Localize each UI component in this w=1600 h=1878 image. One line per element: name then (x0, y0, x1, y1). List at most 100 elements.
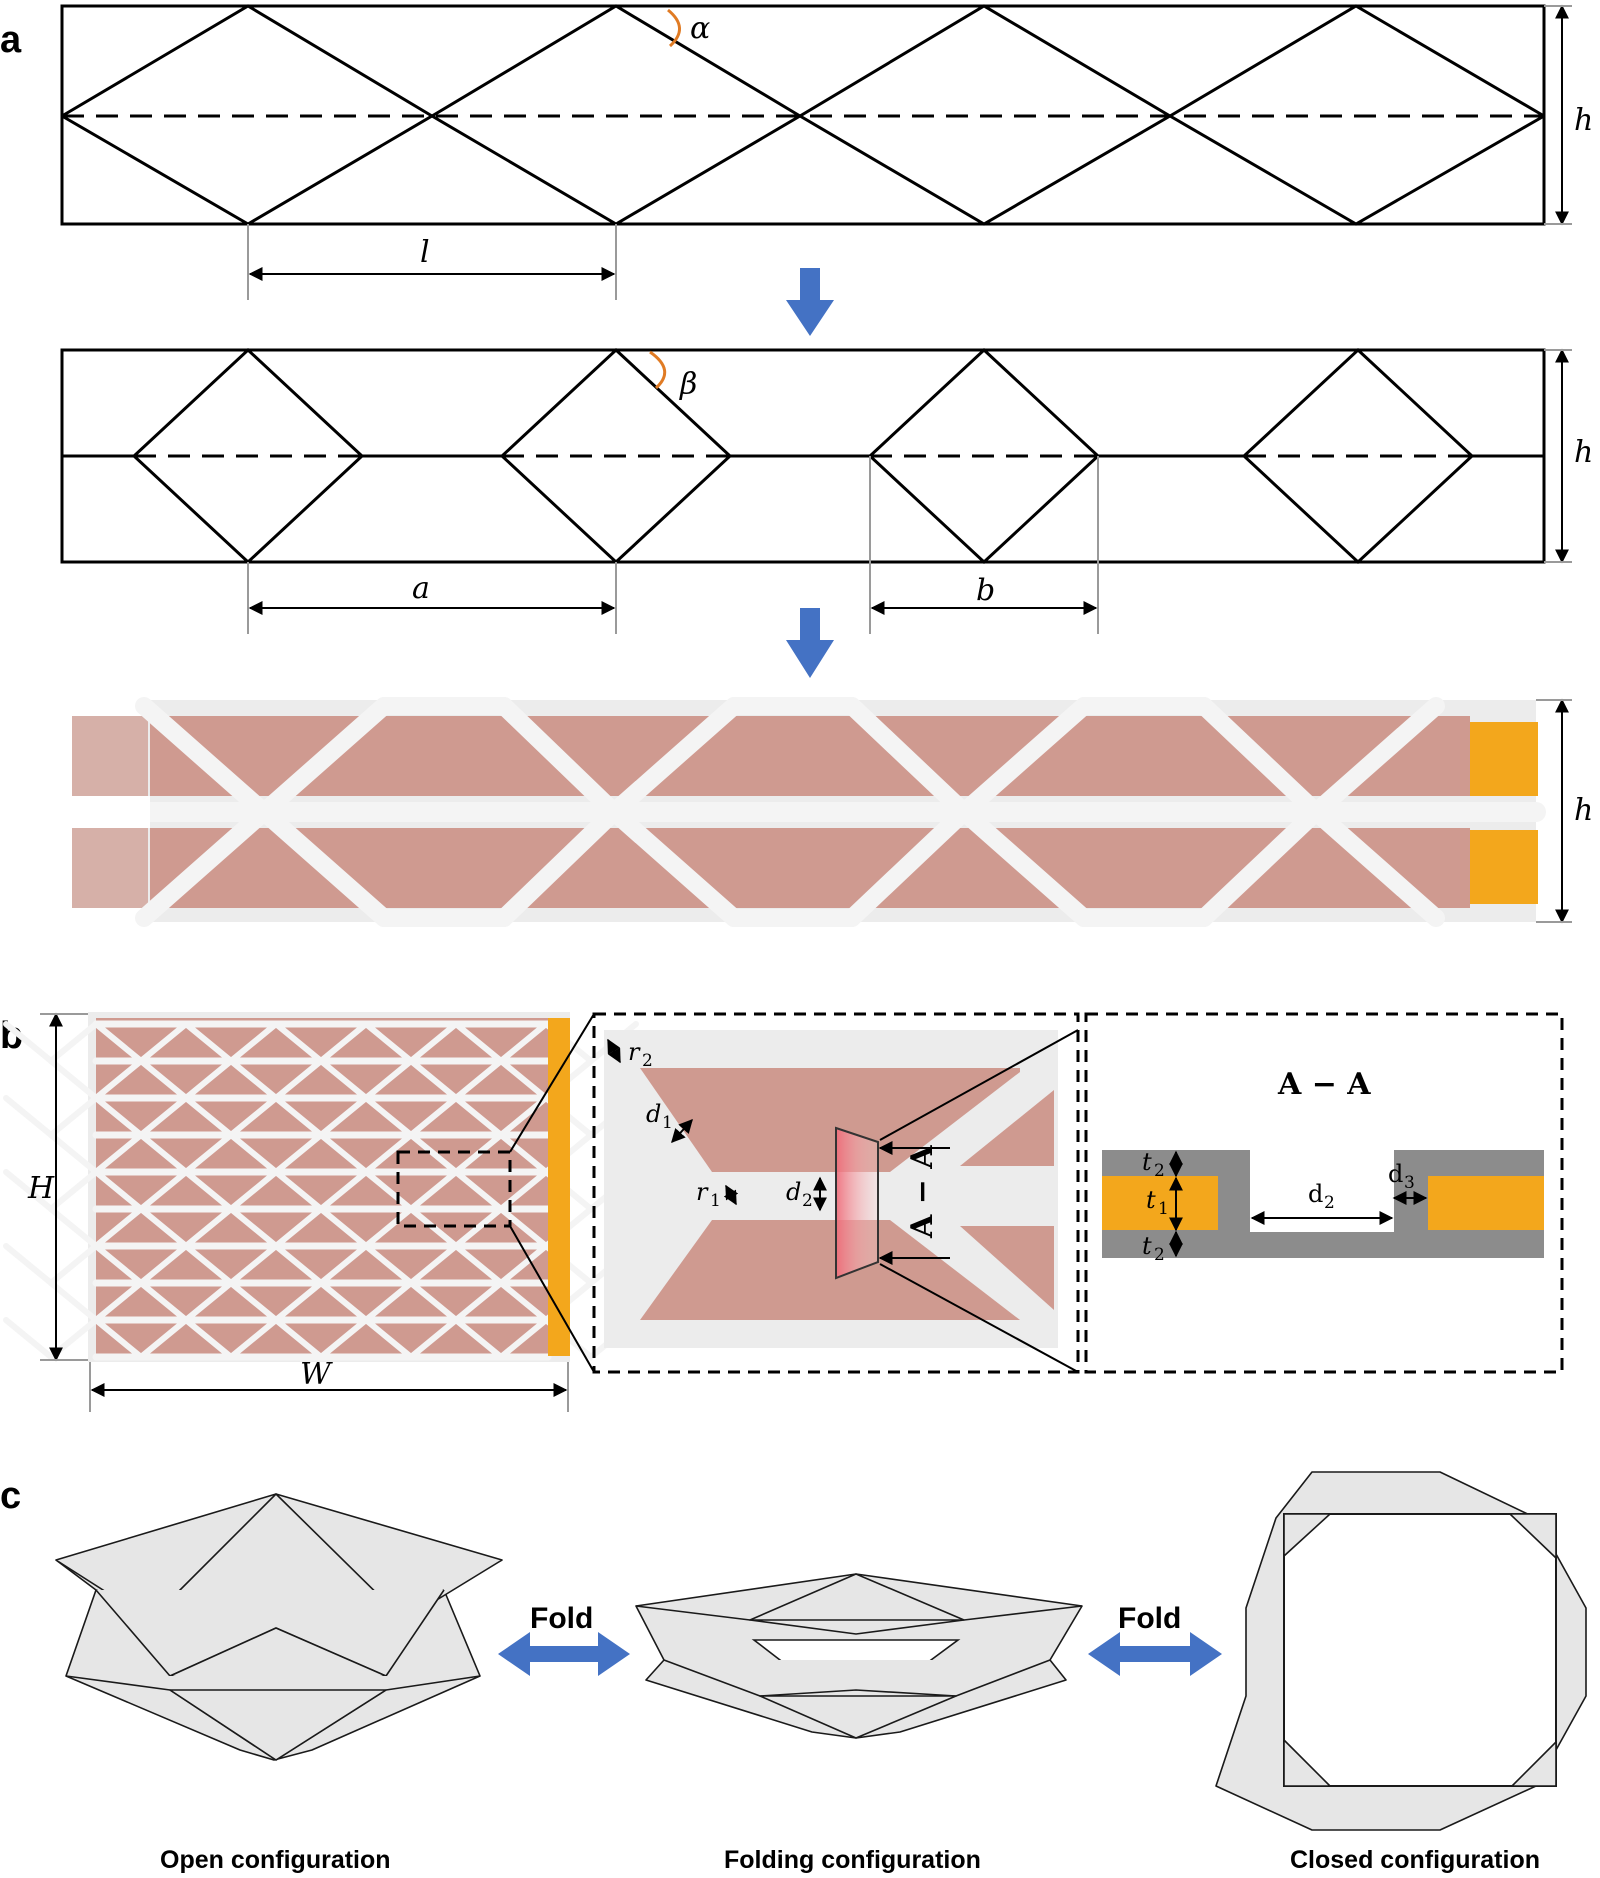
panel-a: a α h l (0, 4, 1593, 927)
zoom-line-top (509, 1013, 595, 1153)
caption-folding: Folding configuration (724, 1846, 981, 1874)
diamond-4 (1241, 347, 1475, 565)
dim-b: b (976, 573, 995, 608)
sheet-rib-diagonal (3, 1095, 99, 1139)
d3-symbol: d (1388, 1160, 1403, 1188)
fold-label-2: Fold (1118, 1602, 1181, 1635)
open-configuration (55, 1493, 503, 1761)
closed-opening (1283, 1513, 1557, 1787)
caption-closed: Closed configuration (1290, 1846, 1540, 1874)
down-arrow-2 (786, 608, 834, 678)
closed-corner-bl (1283, 1739, 1331, 1787)
folding-top-creases (635, 1573, 1083, 1621)
upper-diagonal-creases (61, 4, 1545, 118)
sheet-electrodes (548, 1018, 570, 1356)
strip-slit (62, 796, 150, 828)
r2-arrow (607, 1038, 621, 1064)
r1-arrow (723, 1184, 739, 1206)
electrode-bottom (1470, 830, 1538, 904)
zoom-box (396, 1150, 512, 1228)
closed-configuration (1215, 1471, 1587, 1831)
r2-sub: 2 (642, 1051, 653, 1071)
dim-h-2: h (1574, 435, 1593, 470)
fold-arrow-2 (1088, 1632, 1222, 1676)
section-link-top (879, 1029, 1079, 1141)
d1-symbol: d (646, 1100, 661, 1128)
dim-a: a (412, 571, 430, 606)
sheet-rib-diagonal (3, 1243, 99, 1287)
section-electrode-left (1102, 1176, 1218, 1230)
panel-b: b H W (0, 1012, 1564, 1412)
sensor-sheet: H W (3, 1012, 639, 1412)
r1-symbol: r (696, 1178, 709, 1206)
fold-arrow-1 (498, 1632, 630, 1676)
d1-arrow (671, 1118, 693, 1144)
crease-pattern-modified: β h a b (60, 347, 1593, 634)
folding-bottom-facet (759, 1695, 957, 1739)
d2-gap-sub: 2 (1324, 1193, 1335, 1213)
zoom-detail-frame (592, 1012, 1080, 1374)
section-cut-plane (835, 1126, 879, 1280)
angle-alpha-arc (667, 8, 681, 48)
cross-section-frame (1084, 1012, 1564, 1374)
r1-sub: 1 (710, 1191, 721, 1211)
crease-pattern-initial: α h l (60, 4, 1593, 300)
strip-tab-top (72, 716, 148, 796)
section-title: A − A (1277, 1067, 1371, 1102)
section-link-bottom (879, 1263, 1079, 1373)
d3-sub: 3 (1404, 1173, 1415, 1193)
zoom-line-bottom (509, 1225, 595, 1373)
dim-W: W (300, 1357, 333, 1392)
sheet-ribs (3, 1020, 639, 1361)
sheet-rib-diagonal (3, 1317, 99, 1361)
fold-label-1: Fold (530, 1602, 593, 1635)
panel-c: c Fold Fold (0, 1471, 1587, 1874)
angle-beta-arc (649, 350, 667, 390)
closed-corner-tr (1509, 1513, 1557, 1559)
dim-h-1: h (1574, 103, 1593, 138)
angle-alpha: α (690, 11, 710, 46)
section-electrode-right (1428, 1176, 1544, 1230)
sheet-rib-diagonal (273, 1317, 369, 1361)
panel-a-label: a (0, 19, 22, 61)
panel-c-label: c (0, 1475, 21, 1517)
d2-gap-symbol: d (1308, 1180, 1323, 1208)
strip-ribs (134, 697, 1546, 927)
t2-bottom-symbol: t (1142, 1232, 1152, 1260)
zoom-cell-right-top (960, 1090, 1054, 1166)
zoom-cell-bottom (640, 1220, 1020, 1320)
sheet-rib-diagonal (93, 1317, 189, 1361)
t2-top-symbol: t (1142, 1148, 1152, 1176)
electrode-top (1470, 722, 1538, 796)
d2-symbol: d (786, 1178, 801, 1206)
dim-H: H (27, 1171, 55, 1206)
zoom-cell-right-bottom (960, 1226, 1054, 1310)
sheet-rib-diagonal (183, 1317, 279, 1361)
closed-corner-tl (1283, 1513, 1331, 1557)
t1-sub: 1 (1158, 1199, 1169, 1219)
lower-diagonal-creases (61, 114, 1545, 226)
zoom-cell-top (640, 1068, 1020, 1172)
folding-lower-edge (663, 1659, 1051, 1697)
closed-corner-br (1511, 1741, 1557, 1787)
sheet-rib-diagonal (453, 1317, 549, 1361)
caption-open: Open configuration (160, 1846, 391, 1874)
t2-bottom-sub: 2 (1154, 1245, 1165, 1265)
cross-section: A − A t 2 t 1 t 2 d 2 d 3 (1084, 1012, 1564, 1374)
fabricated-strip: h (62, 697, 1593, 927)
section-cut-label: A − A (905, 1145, 940, 1239)
folding-configuration (635, 1573, 1083, 1739)
diamond-3 (867, 347, 1101, 565)
d2-sub: 2 (802, 1191, 813, 1211)
down-arrow-1 (786, 268, 834, 336)
r2-symbol: r (628, 1038, 641, 1066)
folding-top-facet (749, 1619, 965, 1635)
strip-tab-bottom (72, 828, 148, 908)
t2-top-sub: 2 (1154, 1161, 1165, 1181)
zoom-detail: A − A r 2 d 1 r 1 d 2 (592, 1012, 1080, 1374)
d1-sub: 1 (662, 1113, 673, 1133)
dim-h-3: h (1574, 793, 1593, 828)
open-bottom-facet (169, 1689, 387, 1761)
angle-beta: β (679, 367, 697, 402)
